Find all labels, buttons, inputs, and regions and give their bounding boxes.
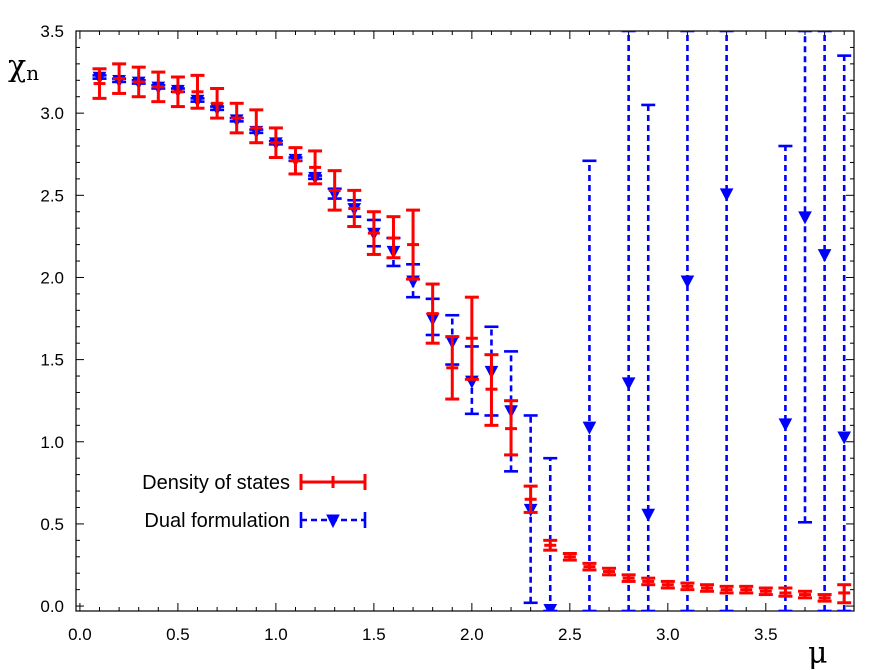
data-point-dual-formulation — [798, 31, 813, 524]
data-point-density-of-states — [523, 484, 538, 514]
data-point-density-of-states — [92, 67, 107, 100]
series-density-of-states — [92, 62, 852, 605]
x-axis-ticks: 0.0 0.5 1.0 1.5 2.0 2.5 3.0 3.5 — [68, 31, 845, 644]
y-axis-label-sub: n — [26, 61, 39, 85]
data-point-density-of-states — [621, 573, 636, 583]
x-tick-label: 0.5 — [166, 625, 190, 644]
triangle-marker — [680, 275, 695, 289]
data-point-density-of-states — [758, 586, 773, 597]
x-tick-label: 2.5 — [558, 625, 582, 644]
data-point-density-of-states — [700, 583, 715, 593]
data-point-density-of-states — [366, 210, 381, 256]
data-point-density-of-states — [190, 73, 205, 110]
data-point-density-of-states — [406, 208, 421, 281]
data-point-dual-formulation — [837, 54, 852, 611]
data-point-dual-formulation — [817, 31, 832, 611]
data-point-dual-formulation — [778, 144, 793, 611]
data-point-density-of-states — [464, 295, 479, 381]
data-point-density-of-states — [562, 551, 577, 562]
y-tick-label: 2.5 — [40, 186, 64, 205]
x-tick-label: 1.0 — [264, 625, 288, 644]
data-point-density-of-states — [151, 70, 166, 104]
data-point-density-of-states — [798, 589, 813, 600]
data-point-dual-formulation — [719, 31, 734, 611]
plot-layer — [92, 31, 852, 611]
data-point-dual-formulation — [543, 456, 558, 611]
data-point-dual-formulation — [582, 159, 597, 611]
y-tick-label: 0.0 — [40, 597, 64, 616]
data-point-dual-formulation — [641, 103, 656, 611]
x-tick-label: 3.5 — [754, 625, 778, 644]
data-point-density-of-states — [719, 584, 734, 595]
triangle-marker — [641, 508, 656, 522]
legend-marker — [326, 514, 340, 529]
triangle-marker — [837, 431, 852, 445]
y-tick-label: 3.0 — [40, 104, 64, 123]
triangle-marker — [798, 211, 812, 225]
data-point-density-of-states — [308, 149, 323, 186]
triangle-marker — [719, 188, 734, 202]
legend-sample-density-of-states — [299, 474, 367, 490]
data-point-density-of-states — [112, 62, 127, 95]
y-tick-label: 0.5 — [40, 515, 64, 534]
y-axis-ticks: 0.0 0.5 1.0 1.5 2.0 2.5 3.0 3.5 — [40, 22, 854, 616]
legend-label-density-of-states: Density of states — [142, 472, 290, 494]
plot-area-frame — [75, 30, 855, 612]
y-tick-label: 1.0 — [40, 433, 64, 452]
x-axis-label: μ — [808, 636, 828, 670]
data-point-density-of-states — [268, 126, 283, 160]
data-point-density-of-states — [170, 75, 185, 109]
x-tick-label: 3.0 — [656, 625, 680, 644]
data-point-density-of-states — [386, 215, 401, 260]
data-point-density-of-states — [347, 188, 362, 229]
data-point-density-of-states — [817, 593, 832, 603]
data-point-density-of-states — [504, 399, 519, 457]
data-point-density-of-states — [660, 579, 675, 590]
data-point-density-of-states — [543, 538, 558, 552]
y-tick-label: 1.5 — [40, 351, 64, 370]
data-point-density-of-states — [288, 146, 303, 176]
data-point-dual-formulation — [680, 31, 695, 611]
data-point-density-of-states — [327, 169, 342, 212]
triangle-marker — [543, 604, 558, 611]
data-point-dual-formulation — [621, 31, 636, 611]
triangle-marker — [582, 421, 597, 435]
x-tick-label: 1.5 — [362, 625, 386, 644]
y-axis-label-main: χ — [8, 49, 26, 84]
triangle-marker — [621, 377, 636, 391]
data-point-density-of-states — [445, 335, 460, 401]
data-point-density-of-states — [582, 561, 597, 572]
data-point-density-of-states — [249, 108, 264, 145]
data-point-density-of-states — [210, 87, 225, 120]
data-point-density-of-states — [425, 282, 440, 345]
data-point-density-of-states — [778, 586, 793, 598]
data-point-density-of-states — [229, 101, 244, 135]
y-axis-label: χn — [8, 49, 39, 85]
data-point-density-of-states — [484, 353, 499, 427]
data-point-density-of-states — [641, 576, 656, 587]
triangle-marker — [817, 249, 832, 263]
data-point-density-of-states — [837, 583, 852, 605]
x-tick-label: 2.0 — [460, 625, 484, 644]
data-point-density-of-states — [739, 584, 754, 595]
y-tick-label: 2.0 — [40, 268, 64, 287]
data-point-density-of-states — [131, 65, 146, 99]
x-tick-label: 0.0 — [68, 625, 92, 644]
legend: Density of states Dual formulation — [142, 472, 367, 532]
triangle-marker — [778, 418, 793, 432]
legend-label-dual-formulation: Dual formulation — [144, 510, 290, 532]
y-tick-label: 3.5 — [40, 22, 64, 41]
legend-sample-dual-formulation — [299, 512, 367, 529]
data-point-density-of-states — [602, 566, 617, 577]
data-point-density-of-states — [680, 581, 695, 592]
